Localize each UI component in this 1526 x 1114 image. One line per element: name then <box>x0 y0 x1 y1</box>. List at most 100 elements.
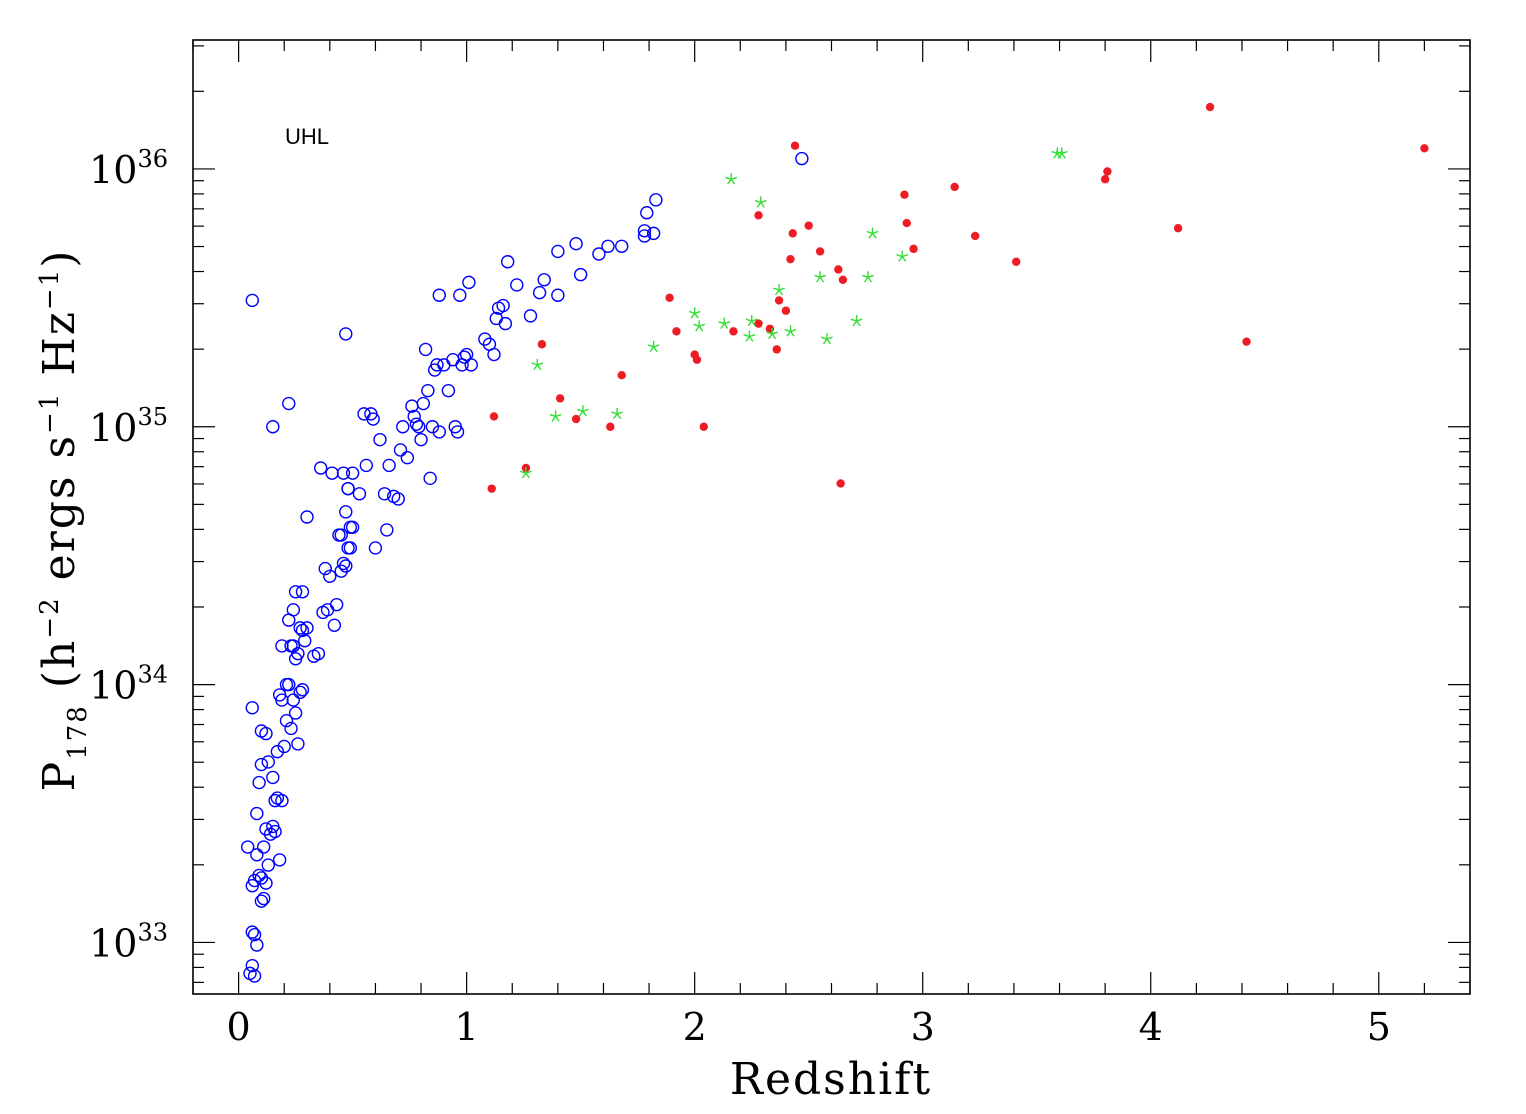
filled-circle-point <box>489 412 499 421</box>
open-circle-point <box>432 425 446 439</box>
filled-circle-point <box>1420 144 1429 153</box>
open-circle-point <box>523 309 538 323</box>
star-point <box>766 327 779 340</box>
open-circle-point <box>592 247 606 261</box>
open-circle-point <box>432 288 446 302</box>
filled-circle-point <box>788 229 797 238</box>
open-circle-point <box>414 432 428 447</box>
open-circle-point <box>298 634 312 648</box>
open-circle-point <box>247 969 262 983</box>
open-circle-point <box>266 420 280 434</box>
filled-circle-point <box>487 484 496 493</box>
star-point <box>745 315 758 327</box>
open-circle-point <box>637 229 652 243</box>
open-circle-point <box>510 278 524 292</box>
star-point <box>531 358 544 371</box>
star-point <box>1055 147 1068 159</box>
open-circle-point <box>250 806 264 821</box>
open-circle-point <box>551 244 565 259</box>
filled-circle-point <box>950 182 959 192</box>
open-circle-point <box>293 685 307 700</box>
star-point <box>896 250 909 262</box>
y-label-sub: 178 <box>63 704 93 760</box>
open-circle-point <box>336 556 351 571</box>
star-point <box>866 227 879 239</box>
open-circle-point <box>646 226 661 241</box>
open-circle-point <box>247 927 262 942</box>
filled-circle-point <box>1103 167 1112 176</box>
open-circle-point <box>320 603 335 617</box>
open-circle-point <box>241 840 255 854</box>
open-circle-point <box>318 561 332 576</box>
open-circle-point <box>373 432 387 447</box>
open-circle-point <box>293 621 307 635</box>
filled-circle-point <box>815 247 825 256</box>
x-tick-label: 5 <box>1367 1005 1391 1049</box>
open-circle-point <box>266 770 280 785</box>
open-circle-point <box>300 621 314 635</box>
data-points <box>241 102 1429 983</box>
open-circle-point <box>288 585 303 599</box>
filled-circle-point <box>692 355 702 364</box>
open-circle-point <box>245 293 259 308</box>
star-point <box>549 410 562 422</box>
filled-circle-point <box>900 190 909 199</box>
open-circle-point <box>551 288 565 302</box>
open-circle-point <box>453 288 467 302</box>
filled-circle-point <box>699 422 708 431</box>
open-circle-point <box>637 224 652 238</box>
x-tick-label: 2 <box>683 1005 707 1049</box>
open-circle-point <box>487 347 501 362</box>
filled-circle-point <box>754 211 763 220</box>
open-circle-point <box>416 396 431 411</box>
open-circle-point <box>496 298 510 313</box>
open-circle-point <box>339 327 353 341</box>
open-circle-point <box>345 466 360 480</box>
filled-circle-point <box>836 479 845 488</box>
open-circle-point <box>323 569 337 584</box>
open-circle-point <box>334 528 348 542</box>
y-label-open: (h <box>34 639 85 705</box>
y-tick-label: 1036 <box>89 145 168 192</box>
open-circle-point <box>254 871 269 885</box>
star-point <box>611 407 624 420</box>
open-circle-point <box>393 443 408 457</box>
filled-circle-point <box>672 327 681 336</box>
star-point <box>814 271 827 283</box>
open-circle-point <box>268 793 282 808</box>
open-circle-point <box>464 358 478 372</box>
open-circle-point <box>615 239 629 253</box>
open-circle-point <box>250 938 264 952</box>
open-circle-point <box>245 958 259 973</box>
open-circle-point <box>268 824 282 839</box>
open-circle-point <box>359 458 374 473</box>
open-circle-point <box>380 523 394 537</box>
filled-circle-point <box>1242 337 1251 346</box>
filled-circle-point <box>571 414 581 424</box>
star-point <box>754 196 767 208</box>
open-circle-point <box>259 876 273 890</box>
filled-circle-point <box>772 345 781 354</box>
filled-circle-point <box>1100 175 1110 184</box>
open-circle-point <box>243 966 257 981</box>
open-circle-point <box>601 239 615 253</box>
open-circle-point <box>252 868 266 883</box>
open-circle-point <box>329 597 344 612</box>
open-circle-point <box>573 267 588 282</box>
open-circle-point <box>352 487 367 501</box>
open-circle-point <box>314 461 328 475</box>
open-circle-point <box>252 775 266 790</box>
x-axis-label: Redshift <box>730 1054 932 1105</box>
open-circle-point <box>307 649 321 663</box>
star-point <box>862 271 874 283</box>
open-circle-point <box>259 726 273 741</box>
open-circle-point <box>366 412 380 426</box>
filled-circle-point <box>1205 102 1215 112</box>
star-point <box>693 320 706 332</box>
open-circle-point <box>500 255 515 269</box>
open-circle-point <box>400 450 415 465</box>
open-circle-point <box>437 358 451 372</box>
open-circle-point <box>327 618 342 632</box>
filled-circle-point <box>606 422 615 431</box>
